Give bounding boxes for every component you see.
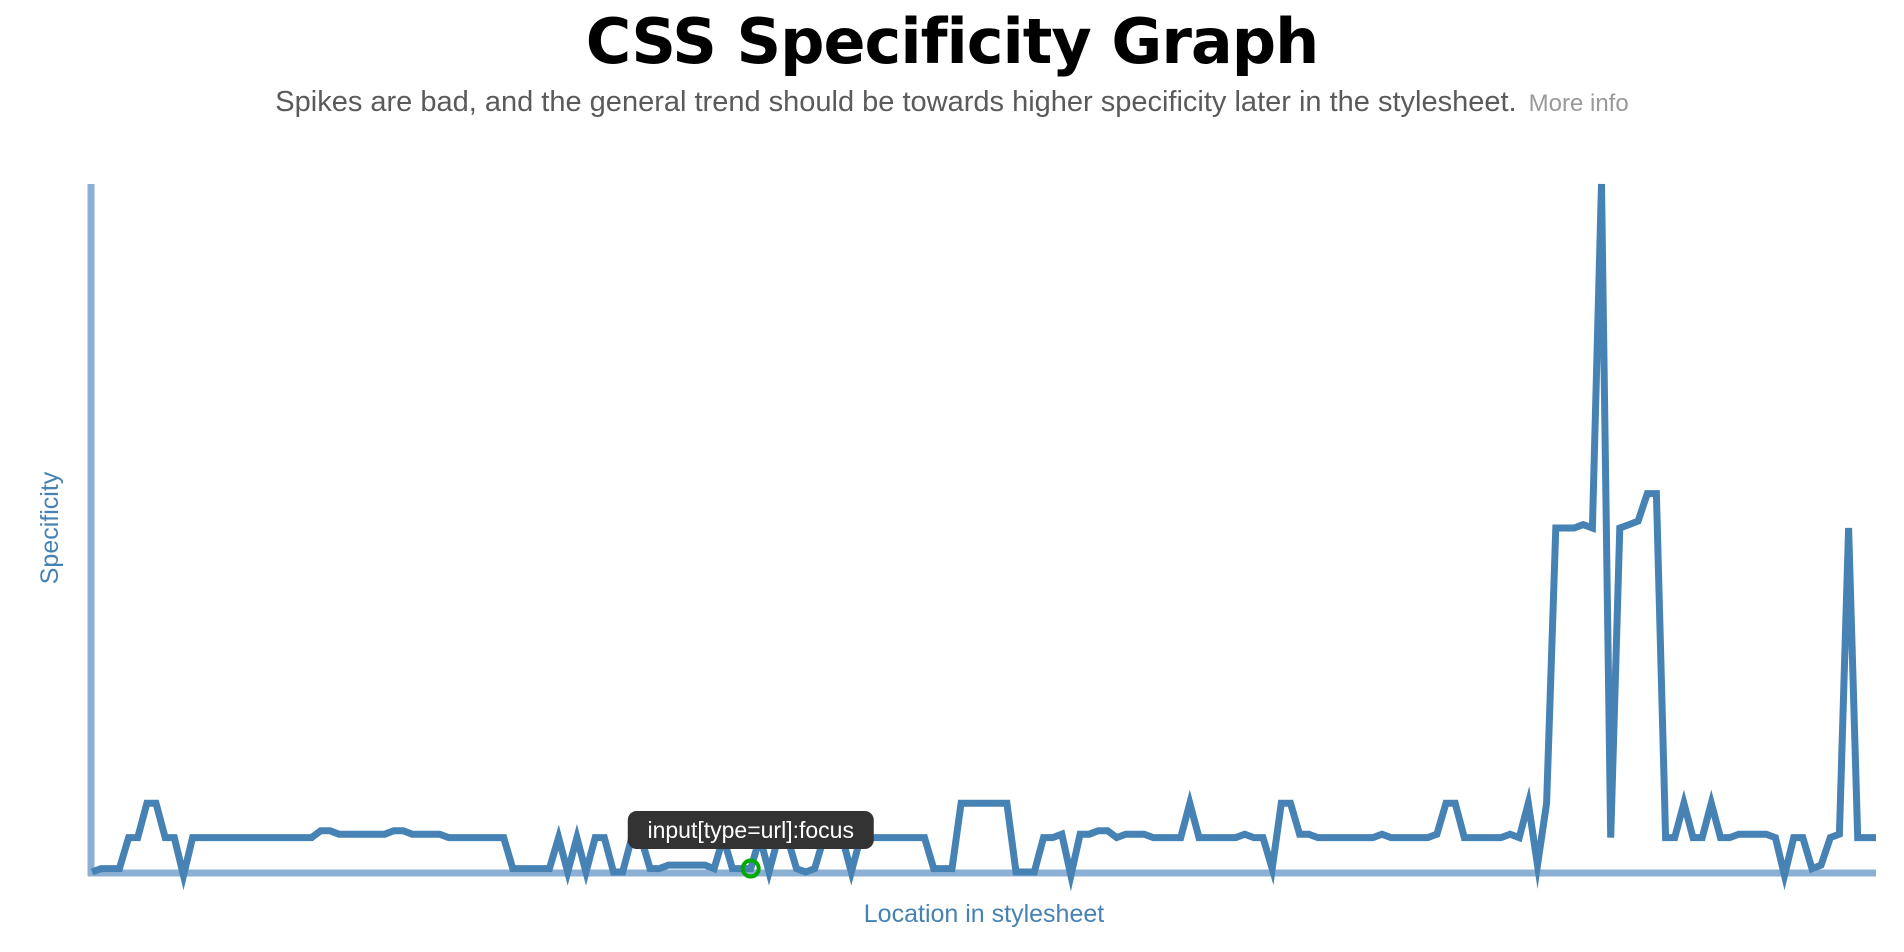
y-axis-label: Specificity: [36, 471, 64, 584]
series-line-0: [90, 183, 1876, 892]
more-info-link[interactable]: More info: [1528, 90, 1629, 117]
x-axis-label: Location in stylesheet: [864, 900, 1104, 928]
page-title: CSS Specificity Graph: [585, 5, 1320, 78]
tooltip: input[type=url]:focus: [627, 810, 874, 849]
subtitle-text: Spikes are bad, and the general trend sh…: [275, 86, 1517, 118]
page-subtitle: Spikes are bad, and the general trend sh…: [0, 82, 1904, 124]
highlighted-point[interactable]: [740, 858, 761, 879]
series-group: [90, 183, 1876, 892]
